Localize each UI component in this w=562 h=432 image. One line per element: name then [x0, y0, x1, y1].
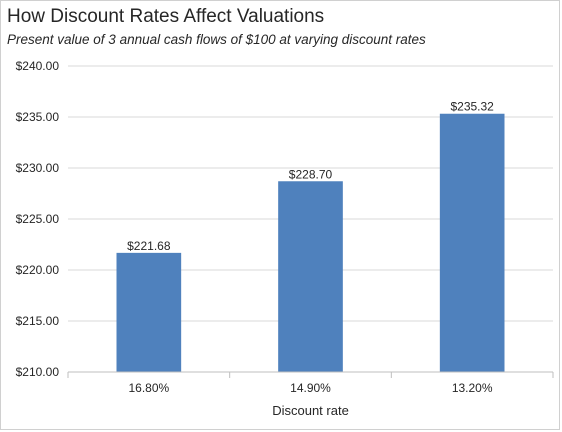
bar	[278, 181, 343, 372]
y-tick-label: $215.00	[16, 314, 60, 328]
x-axis-ticks: 16.80% 14.90% 13.20%	[128, 381, 492, 395]
x-axis	[67, 371, 554, 378]
y-tick-label: $210.00	[16, 365, 60, 379]
bar	[116, 252, 182, 372]
x-axis-title: Discount rate	[272, 403, 349, 418]
data-label: $228.70	[289, 167, 333, 181]
x-tick-label: 13.20%	[452, 381, 493, 395]
y-tick-label: $220.00	[16, 263, 60, 277]
chart-title: How Discount Rates Affect Valuations	[7, 6, 325, 27]
data-label: $221.68	[127, 239, 171, 253]
bar	[439, 113, 505, 373]
y-tick-label: $235.00	[16, 110, 60, 124]
y-tick-label: $230.00	[16, 161, 60, 175]
data-label: $235.32	[450, 100, 494, 114]
chart-subtitle: Present value of 3 annual cash flows of …	[7, 32, 426, 47]
y-tick-label: $240.00	[16, 59, 60, 73]
bars	[116, 113, 505, 373]
data-labels: $221.68 $228.70 $235.32	[127, 100, 494, 253]
x-tick-label: 16.80%	[128, 381, 169, 395]
x-tick-label: 14.90%	[290, 381, 331, 395]
y-tick-label: $225.00	[16, 212, 60, 226]
y-axis-ticks: $210.00 $215.00 $220.00 $225.00 $230.00 $235.…	[16, 59, 60, 379]
